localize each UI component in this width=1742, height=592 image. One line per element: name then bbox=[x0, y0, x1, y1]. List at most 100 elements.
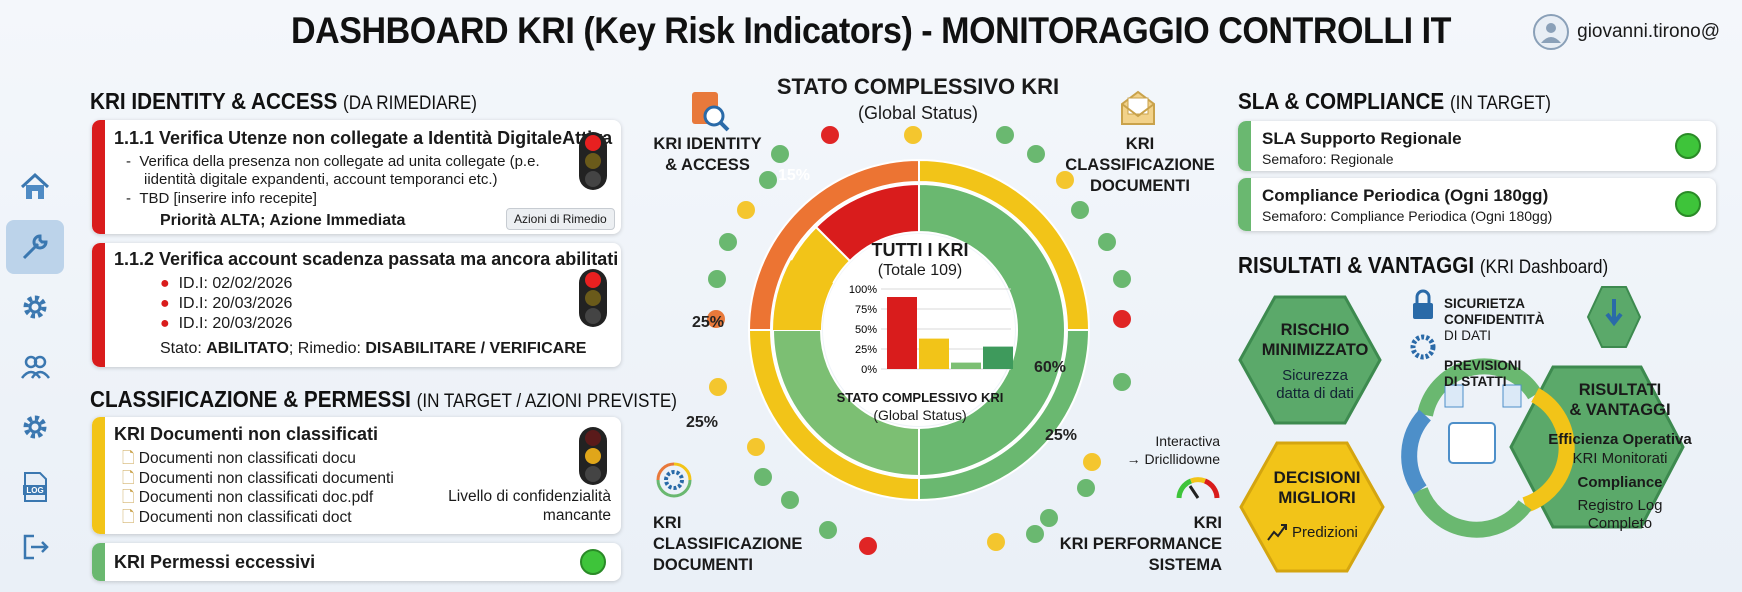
card-title: SLA Supporto Regionale bbox=[1262, 129, 1462, 148]
status-donut: 15% 25% 25% 60% 25% bbox=[686, 126, 1131, 555]
status-light-green bbox=[1675, 191, 1701, 217]
rischio-title: RISCHIO MINIMIZZATO bbox=[1261, 321, 1369, 359]
gear-icon bbox=[1410, 334, 1436, 360]
kri-card-permessi[interactable]: KRI Permessi eccessivi bbox=[92, 543, 621, 581]
bar bbox=[919, 338, 949, 369]
sidebar-item-logout[interactable] bbox=[6, 520, 64, 574]
classificazione-header: CLASSIFICAZIONE & PERMESSI (IN TARGET / … bbox=[90, 386, 677, 413]
card-title: Compliance Periodica (Ogni 180gg) bbox=[1262, 186, 1549, 205]
compliance-card[interactable]: Compliance Periodica (Ogni 180gg) Semafo… bbox=[1238, 178, 1716, 231]
wrench-icon bbox=[22, 234, 48, 260]
inner-bottom-title: STATO COMPLESSIVO KRI bbox=[836, 390, 1004, 405]
priority-text: Priorità ALTA; Azione Immediata bbox=[160, 212, 406, 229]
efficienza-label: Efficienza Operativa bbox=[1548, 431, 1692, 448]
sidebar-item-log[interactable]: LOG bbox=[6, 460, 64, 514]
outer-ring bbox=[747, 158, 1091, 502]
traffic-light-red bbox=[579, 132, 607, 190]
sidebar-item-config[interactable] bbox=[6, 400, 64, 454]
cycle-arrow-blue bbox=[1401, 409, 1432, 495]
kri-card-1-1-1[interactable]: 1.1.1 Verifica Utenze non collegate a Id… bbox=[92, 120, 621, 234]
document-icon: 🗋 bbox=[122, 508, 135, 526]
kri-monitorati-label: KRI Monitorati bbox=[1572, 450, 1668, 467]
sla-card[interactable]: SLA Supporto Regionale Semaforo: Regiona… bbox=[1238, 121, 1716, 171]
doc-list: 🗋 Documenti non classificati docu 🗋 Docu… bbox=[122, 449, 394, 527]
gear-icon bbox=[23, 415, 47, 439]
cycle-arrow-green-2 bbox=[1412, 487, 1532, 538]
cycle-arrow-yellow bbox=[1522, 387, 1575, 513]
sidebar-item-home[interactable] bbox=[6, 160, 64, 214]
download-icon bbox=[1605, 299, 1623, 327]
sidebar-item-settings[interactable] bbox=[6, 280, 64, 334]
avatar bbox=[1533, 14, 1570, 50]
document-icon: 🗋 bbox=[122, 469, 135, 487]
sla-header-sub: (IN TARGET) bbox=[1449, 93, 1552, 114]
status-light-green bbox=[580, 549, 606, 575]
classificazione-header-title: CLASSIFICAZIONE & PERMESSI bbox=[90, 386, 411, 412]
bullet-1: - Verifica della presenza non collegate … bbox=[126, 153, 540, 170]
bullet-2-text: TBD [inserire info recepite] bbox=[139, 190, 317, 207]
monitor-icon bbox=[1448, 422, 1496, 464]
status-bar bbox=[92, 120, 105, 234]
previsioni-label: PREVISIONI DI STATTI bbox=[1444, 358, 1522, 389]
sla-header-title: SLA & COMPLIANCE bbox=[1238, 88, 1445, 114]
list-item: ● ID.I: 20/03/2026 bbox=[160, 315, 293, 332]
label-classificazione-bottom: KRI CLASSIFICAZIONE DOCUMENTI bbox=[653, 514, 803, 574]
sidebar-item-users[interactable] bbox=[6, 340, 64, 394]
bar bbox=[951, 362, 981, 369]
y-tick-label: 0% bbox=[861, 364, 877, 375]
interactive-link[interactable]: Interactiva → Dricllidowne bbox=[1126, 433, 1220, 467]
registro-log-label: Registro Log Completo bbox=[1577, 497, 1663, 532]
risultati-header: RISULTATI & VANTAGGI (KRI Dashboard) bbox=[1238, 252, 1608, 279]
list-item: 🗋 Documenti non classificati doct bbox=[122, 508, 352, 526]
status-dots bbox=[707, 126, 1131, 555]
identity-search-icon bbox=[692, 92, 730, 132]
kri-card-1-1-2[interactable]: 1.1.2 Verifica account scadenza passata … bbox=[92, 243, 621, 367]
sicurezza-label: SICURIETZA CONFIDENTITÀ DI DATI bbox=[1444, 296, 1545, 343]
cycle-arrow-green bbox=[1417, 358, 1542, 417]
y-tick-label: 25% bbox=[855, 344, 877, 356]
user-menu[interactable]: giovanni.tirono@ bbox=[1533, 14, 1720, 50]
y-tick-label: 50% bbox=[855, 324, 877, 336]
list-item: 🗋 Documenti non classificati docu bbox=[122, 450, 356, 467]
predizioni-label: Predizioni bbox=[1266, 522, 1358, 542]
bullet-1-text: Verifica della presenza non collegate ad… bbox=[139, 153, 540, 170]
rimedio-button[interactable]: Azioni di Rimedio bbox=[506, 208, 615, 230]
card-title: KRI Permessi eccessivi bbox=[114, 552, 316, 572]
sidebar: LOG bbox=[6, 160, 68, 580]
risultati-header-sub: (KRI Dashboard) bbox=[1479, 257, 1609, 278]
bullet-1-cont: iidentità digitale expandenti, account t… bbox=[144, 171, 498, 188]
document-icon bbox=[1444, 384, 1464, 408]
center-title: STATO COMPLESSIVO KRI bbox=[776, 74, 1060, 99]
cycle-gear-icon bbox=[656, 462, 692, 498]
sidebar-item-tools[interactable] bbox=[6, 220, 64, 274]
compliance-label: Compliance bbox=[1577, 474, 1663, 491]
inner-bottom-sub: (Global Status) bbox=[873, 407, 967, 423]
logout-icon bbox=[23, 534, 49, 560]
y-tick-label: 75% bbox=[855, 304, 877, 316]
document-icon: 🗋 bbox=[122, 450, 135, 467]
stato-text: Stato: ABILITATO; Rimedio: DISABILITARE … bbox=[160, 340, 587, 357]
mini-bar-chart: 0% 25% 50% 75% 100% bbox=[849, 284, 1013, 375]
label-classificazione-top: KRI CLASSIFICAZIONE DOCUMENTI bbox=[1065, 135, 1215, 195]
log-icon: LOG bbox=[23, 472, 47, 502]
rischio-sub: Sicurezza datta di dati bbox=[1276, 367, 1354, 402]
card-title: 1.1.1 Verifica Utenze non collegate a Id… bbox=[114, 128, 613, 148]
classificazione-header-sub: (IN TARGET / AZIONI PREVISTE) bbox=[416, 391, 677, 412]
inner-subtitle: (Totale 109) bbox=[877, 262, 963, 279]
bullet-2: - TBD [inserire info recepite] bbox=[126, 190, 317, 207]
kri-card-documenti[interactable]: KRI Documenti non classificati 🗋 Documen… bbox=[92, 417, 621, 534]
pct-60-label: 60% bbox=[1034, 359, 1066, 376]
card-subtitle: Semaforo: Regionale bbox=[1262, 151, 1394, 167]
log-icon-label: LOG bbox=[26, 486, 43, 495]
pct-15-label: 15% bbox=[778, 167, 810, 184]
user-icon bbox=[1541, 23, 1562, 43]
label-performance: KRI KRI PERFORMANCE SISTEMA bbox=[1059, 514, 1222, 574]
lock-icon bbox=[1413, 303, 1433, 319]
identity-header: KRI IDENTITY & ACCESS (DA RIMEDIARE) bbox=[90, 88, 477, 115]
inner-title: TUTTI I KRI bbox=[871, 240, 969, 260]
status-bar bbox=[1238, 178, 1251, 231]
risultati-header-title: RISULTATI & VANTAGGI bbox=[1238, 252, 1475, 278]
user-name: giovanni.tirono@ bbox=[1577, 21, 1720, 42]
traffic-light-yellow bbox=[579, 427, 607, 485]
document-icon bbox=[1502, 384, 1522, 408]
